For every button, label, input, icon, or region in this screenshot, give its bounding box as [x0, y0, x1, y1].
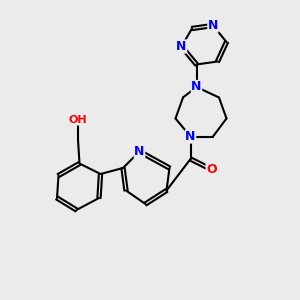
Text: N: N	[191, 80, 202, 94]
Text: N: N	[176, 40, 187, 53]
Text: N: N	[208, 19, 218, 32]
Text: OH: OH	[69, 115, 87, 125]
Text: N: N	[185, 130, 196, 143]
Text: N: N	[134, 145, 145, 158]
Text: O: O	[206, 163, 217, 176]
